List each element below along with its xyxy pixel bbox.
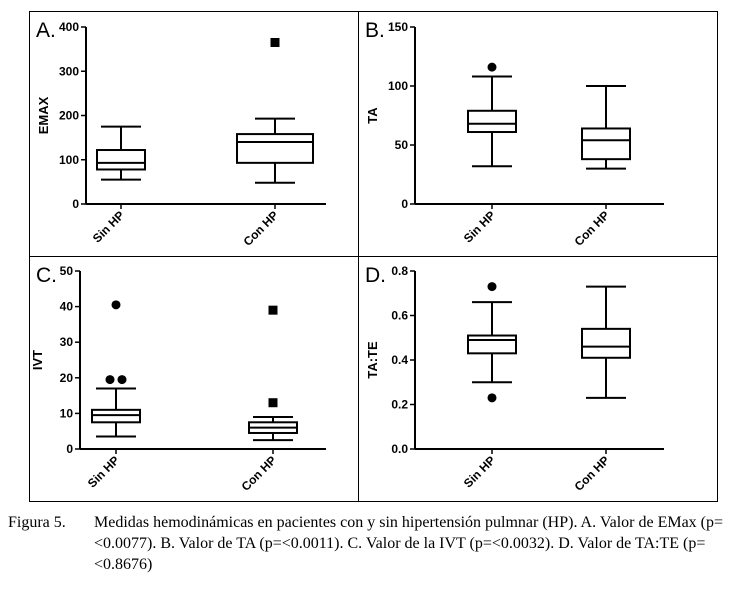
x-tick-label: Con HP [572, 208, 613, 249]
caption-text: Medidas hemodinámicas en pacientes con y… [94, 514, 724, 573]
panel-b: B. TA 0 50 100 150 Sin HP Con HP [365, 19, 664, 249]
panel-c: C. IVT 0 10 20 30 40 50 Sin HP Con HP [30, 264, 326, 494]
outlier-point [487, 62, 497, 72]
y-tick-label: 200 [59, 109, 79, 123]
y-axis-label: TA:TE [365, 341, 380, 379]
outlier-point [111, 300, 121, 310]
panel-letter: D. [365, 264, 386, 287]
y-tick-label: 0 [401, 197, 408, 211]
y-axis-label: IVT [30, 350, 45, 370]
outlier-point [268, 305, 278, 315]
iqr-box [581, 327, 631, 359]
y-tick-label: 150 [388, 20, 408, 34]
x-tick-label: Sin HP [85, 453, 122, 490]
y-tick-label: 10 [60, 406, 74, 420]
iqr-box [96, 149, 146, 171]
y-tick-label: 0.2 [391, 398, 408, 412]
iqr-box [467, 334, 517, 355]
y-tick-label: 50 [395, 138, 409, 152]
y-tick-label: 100 [388, 79, 408, 93]
panel-a: A. EMAX 0 100 200 300 400 Sin HP Con HP [36, 19, 326, 249]
panel-letter: C. [36, 264, 57, 287]
outlier-point [270, 37, 280, 47]
y-tick-label: 0.0 [391, 442, 408, 456]
y-tick-label: 0.6 [391, 309, 408, 323]
y-tick-label: 400 [59, 20, 79, 34]
panel-letter: B. [365, 19, 385, 42]
y-tick-label: 100 [59, 153, 79, 167]
outlier-point [487, 393, 497, 403]
panel-d: D. TA:TE 0.0 0.2 0.4 0.6 0.8 Sin HP Con HP [365, 264, 664, 494]
y-tick-label: 0.4 [391, 353, 408, 367]
y-tick-label: 0 [72, 197, 79, 211]
panel-letter: A. [36, 19, 56, 42]
y-axis-label: EMAX [36, 96, 51, 134]
x-tick-label: Sin HP [461, 453, 498, 490]
y-tick-label: 30 [60, 335, 74, 349]
y-axis-label: TA [365, 107, 380, 124]
y-tick-label: 50 [60, 264, 74, 278]
y-tick-label: 300 [59, 64, 79, 78]
outlier-point [487, 282, 497, 292]
outlier-point [268, 398, 278, 408]
iqr-box [467, 109, 517, 134]
y-tick-label: 0.8 [391, 264, 408, 278]
y-tick-label: 40 [60, 300, 74, 314]
x-tick-label: Con HP [241, 208, 282, 249]
outlier-point [105, 375, 115, 385]
x-tick-label: Con HP [239, 453, 280, 494]
y-tick-label: 20 [60, 371, 74, 385]
outlier-point [117, 375, 127, 385]
iqr-box [236, 133, 314, 164]
y-tick-label: 0 [66, 442, 73, 456]
x-tick-label: Sin HP [90, 208, 127, 245]
caption-label: Figura 5. [8, 514, 66, 531]
x-tick-label: Sin HP [461, 208, 498, 245]
iqr-box [581, 127, 631, 161]
x-tick-label: Con HP [572, 453, 613, 494]
